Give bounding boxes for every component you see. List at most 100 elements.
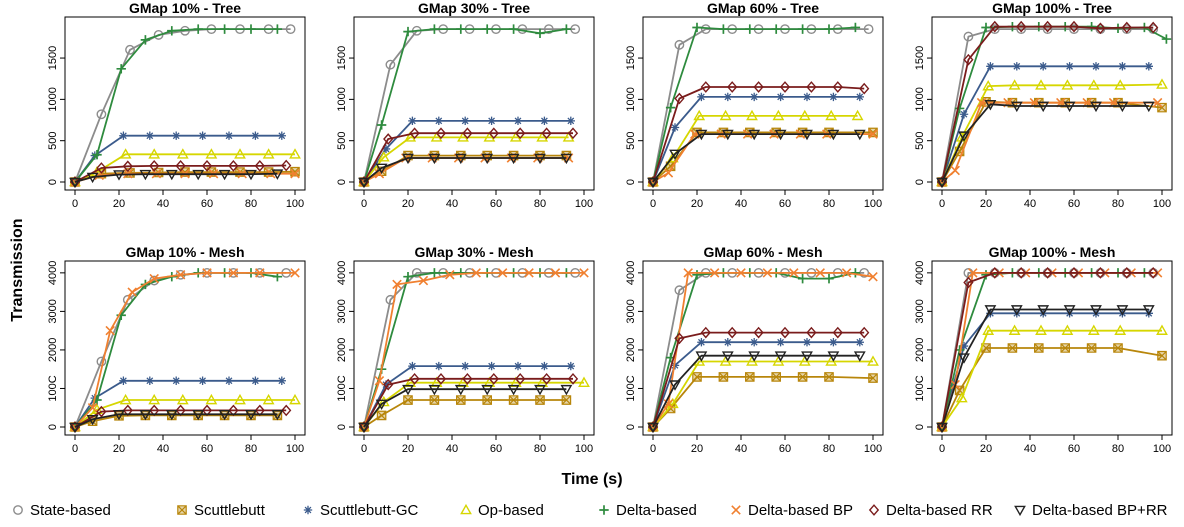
data-point [1061, 324, 1074, 335]
series-op-based [69, 148, 301, 187]
data-point [824, 372, 834, 382]
y-tick-label: 2000 [336, 338, 348, 362]
data-point [198, 131, 207, 140]
series-op-based [358, 376, 590, 432]
data-point [561, 395, 572, 405]
data-point [1010, 305, 1023, 316]
data-point [96, 109, 107, 120]
x-tick-label: 20 [980, 443, 992, 455]
data-point [277, 376, 286, 385]
x-tick-label: 0 [361, 443, 367, 455]
y-tick-label: 2000 [47, 338, 59, 362]
data-point [958, 131, 970, 142]
data-point [375, 163, 388, 175]
series-state-based [648, 24, 874, 187]
x-tick-label: 0 [939, 198, 945, 210]
x-tick-label: 60 [779, 198, 791, 210]
data-point [955, 391, 968, 403]
data-point [968, 268, 978, 278]
series-delta-based-bp-rr [69, 409, 284, 434]
data-point [665, 102, 676, 113]
series-scuttlebutt-gc [648, 338, 864, 432]
x-tick-label: 40 [735, 443, 747, 455]
series-delta-based-bp [648, 268, 878, 432]
data-point [404, 131, 417, 142]
series-line [74, 28, 291, 183]
x-tick-label: 0 [650, 443, 656, 455]
data-point [119, 376, 128, 385]
panel-title: GMap 30% - Mesh [414, 244, 533, 260]
legend-label: Delta-based BP [748, 502, 853, 519]
data-point [692, 270, 702, 280]
series-line [652, 26, 856, 183]
data-point [981, 343, 991, 353]
data-point [1037, 101, 1050, 113]
data-point [855, 338, 864, 347]
series-line [652, 375, 874, 428]
x-tick-label: 0 [650, 198, 656, 210]
legend-label: Scuttlebutt [194, 502, 266, 519]
data-point [96, 162, 107, 174]
data-point [428, 384, 441, 396]
x-tick-label: 100 [864, 443, 882, 455]
data-point [1063, 305, 1076, 316]
data-point [797, 273, 808, 284]
x-tick-label: 40 [446, 443, 458, 455]
legend-item-op-based: Op-based [460, 502, 544, 519]
data-point [289, 393, 301, 405]
data-point [868, 127, 878, 138]
data-point [772, 109, 785, 121]
x-tick-label: 100 [286, 198, 304, 210]
y-tick-label: 4000 [47, 261, 59, 285]
data-point [647, 177, 659, 189]
data-point [963, 31, 974, 42]
data-point [290, 168, 300, 179]
data-point [674, 92, 685, 105]
y-tick-label: 0 [47, 424, 59, 430]
data-point [234, 393, 246, 405]
series-delta-based-bp [359, 268, 589, 432]
data-point [454, 384, 467, 396]
data-point [172, 131, 181, 140]
y-tick-label: 0 [914, 424, 926, 430]
data-point [376, 410, 387, 421]
data-point [69, 422, 81, 434]
data-point [375, 399, 388, 410]
series-delta-based-bp [648, 129, 878, 187]
x-tick-label: 20 [691, 443, 703, 455]
data-point [272, 410, 283, 421]
series-line [941, 25, 1154, 183]
series-line [74, 164, 287, 183]
series-line [363, 132, 573, 183]
x-tick-label: 80 [823, 443, 835, 455]
y-tick-label: 0 [625, 179, 637, 185]
data-point [1008, 324, 1021, 335]
data-point [1156, 78, 1168, 89]
data-point [462, 372, 473, 385]
series-line [941, 83, 1163, 183]
x-tick-label: 20 [113, 198, 125, 210]
legend-marker [303, 505, 313, 515]
x-tick-label: 80 [534, 198, 546, 210]
data-point [1121, 266, 1132, 279]
series-scuttlebutt [70, 166, 300, 187]
y-tick-label: 500 [914, 132, 926, 150]
series-line [941, 103, 1149, 183]
data-point [358, 422, 370, 434]
series-line [652, 86, 865, 183]
y-tick-label: 1500 [914, 46, 926, 70]
data-point [1039, 62, 1048, 71]
data-point [515, 127, 526, 140]
data-point [535, 28, 545, 38]
data-point [1095, 22, 1106, 35]
plot-frame [64, 16, 306, 191]
data-point [87, 402, 98, 413]
series-delta-based [70, 24, 283, 187]
data-point [567, 127, 579, 140]
series-op-based [358, 131, 575, 187]
data-point [954, 103, 965, 114]
data-point [984, 100, 997, 111]
data-point [868, 129, 878, 139]
series-delta-based [648, 22, 861, 187]
